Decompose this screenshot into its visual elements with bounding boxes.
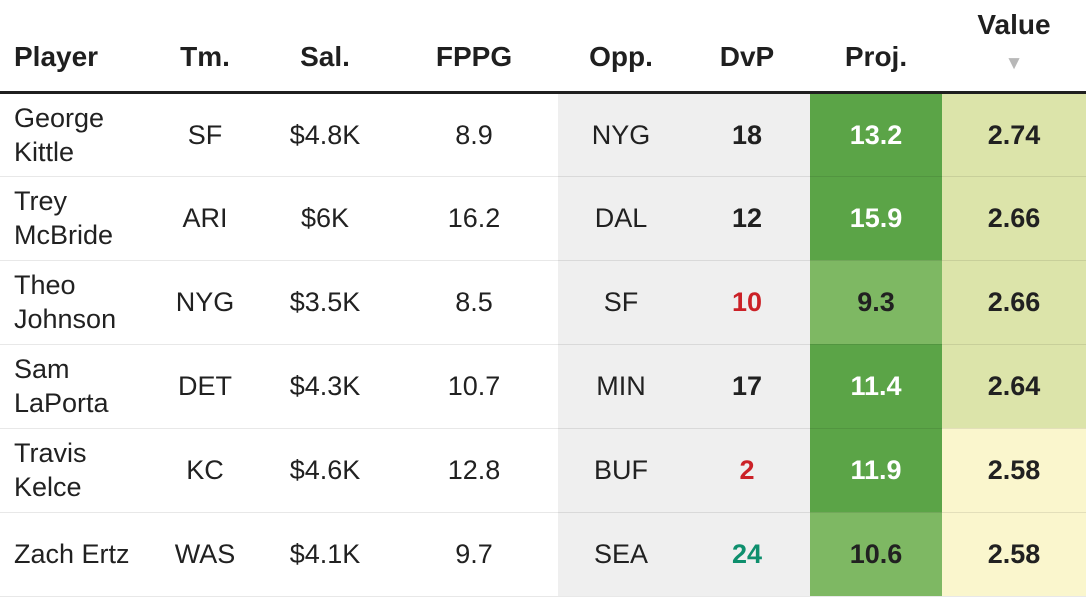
projection-cell: 11.9 bbox=[810, 428, 942, 513]
column-header-salary[interactable]: Sal. bbox=[260, 0, 390, 94]
fppg-cell: 9.7 bbox=[390, 512, 558, 597]
dvp-cell: 17 bbox=[684, 344, 810, 429]
player-name-cell[interactable]: Sam LaPorta bbox=[0, 344, 150, 429]
team-cell: NYG bbox=[150, 260, 260, 345]
value-cell: 2.66 bbox=[942, 260, 1086, 345]
value-cell: 2.66 bbox=[942, 176, 1086, 261]
opponent-cell: SF bbox=[558, 260, 684, 345]
fppg-cell: 10.7 bbox=[390, 344, 558, 429]
projection-cell: 13.2 bbox=[810, 92, 942, 177]
player-name-cell[interactable]: Trey McBride bbox=[0, 176, 150, 261]
team-cell: ARI bbox=[150, 176, 260, 261]
column-header-projection[interactable]: Proj. bbox=[810, 0, 942, 94]
salary-cell: $4.1K bbox=[260, 512, 390, 597]
opponent-cell: BUF bbox=[558, 428, 684, 513]
table-row: Sam LaPorta DET $4.3K 10.7 MIN 17 11.4 2… bbox=[0, 344, 1086, 429]
projection-cell: 15.9 bbox=[810, 176, 942, 261]
sort-desc-icon: ▼ bbox=[1004, 52, 1024, 74]
opponent-cell: SEA bbox=[558, 512, 684, 597]
salary-cell: $3.5K bbox=[260, 260, 390, 345]
column-header-value-label: Value bbox=[977, 8, 1051, 40]
column-header-dvp[interactable]: DvP bbox=[684, 0, 810, 94]
dvp-cell: 2 bbox=[684, 428, 810, 513]
player-name-cell[interactable]: Zach Ertz bbox=[0, 512, 150, 597]
dvp-cell: 18 bbox=[684, 92, 810, 177]
value-cell: 2.74 bbox=[942, 92, 1086, 177]
value-cell: 2.64 bbox=[942, 344, 1086, 429]
projection-cell: 11.4 bbox=[810, 344, 942, 429]
projection-cell: 9.3 bbox=[810, 260, 942, 345]
value-cell: 2.58 bbox=[942, 512, 1086, 597]
fppg-cell: 12.8 bbox=[390, 428, 558, 513]
column-header-fppg[interactable]: FPPG bbox=[390, 0, 558, 94]
header-row: Player Tm. Sal. FPPG Opp. DvP Proj. Valu… bbox=[0, 0, 1086, 94]
table-row: Zach Ertz WAS $4.1K 9.7 SEA 24 10.6 2.58 bbox=[0, 512, 1086, 597]
player-name-cell[interactable]: Theo Johnson bbox=[0, 260, 150, 345]
team-cell: WAS bbox=[150, 512, 260, 597]
column-header-team[interactable]: Tm. bbox=[150, 0, 260, 94]
fppg-cell: 16.2 bbox=[390, 176, 558, 261]
dvp-cell: 10 bbox=[684, 260, 810, 345]
fppg-cell: 8.5 bbox=[390, 260, 558, 345]
column-header-opponent[interactable]: Opp. bbox=[558, 0, 684, 94]
table-body: George Kittle SF $4.8K 8.9 NYG 18 13.2 2… bbox=[0, 92, 1086, 597]
team-cell: KC bbox=[150, 428, 260, 513]
team-cell: DET bbox=[150, 344, 260, 429]
salary-cell: $4.8K bbox=[260, 92, 390, 177]
table-row: George Kittle SF $4.8K 8.9 NYG 18 13.2 2… bbox=[0, 92, 1086, 177]
salary-cell: $4.3K bbox=[260, 344, 390, 429]
player-name-cell[interactable]: Travis Kelce bbox=[0, 428, 150, 513]
projection-cell: 10.6 bbox=[810, 512, 942, 597]
column-header-player[interactable]: Player bbox=[0, 0, 150, 94]
opponent-cell: MIN bbox=[558, 344, 684, 429]
fppg-cell: 8.9 bbox=[390, 92, 558, 177]
table-row: Theo Johnson NYG $3.5K 8.5 SF 10 9.3 2.6… bbox=[0, 260, 1086, 345]
salary-cell: $6K bbox=[260, 176, 390, 261]
opponent-cell: NYG bbox=[558, 92, 684, 177]
column-header-value[interactable]: Value ▼ bbox=[942, 0, 1086, 94]
dvp-cell: 24 bbox=[684, 512, 810, 597]
opponent-cell: DAL bbox=[558, 176, 684, 261]
salary-cell: $4.6K bbox=[260, 428, 390, 513]
player-name-cell[interactable]: George Kittle bbox=[0, 92, 150, 177]
team-cell: SF bbox=[150, 92, 260, 177]
dvp-cell: 12 bbox=[684, 176, 810, 261]
table-row: Travis Kelce KC $4.6K 12.8 BUF 2 11.9 2.… bbox=[0, 428, 1086, 513]
value-cell: 2.58 bbox=[942, 428, 1086, 513]
table-header: Player Tm. Sal. FPPG Opp. DvP Proj. Valu… bbox=[0, 0, 1086, 94]
table-row: Trey McBride ARI $6K 16.2 DAL 12 15.9 2.… bbox=[0, 176, 1086, 261]
